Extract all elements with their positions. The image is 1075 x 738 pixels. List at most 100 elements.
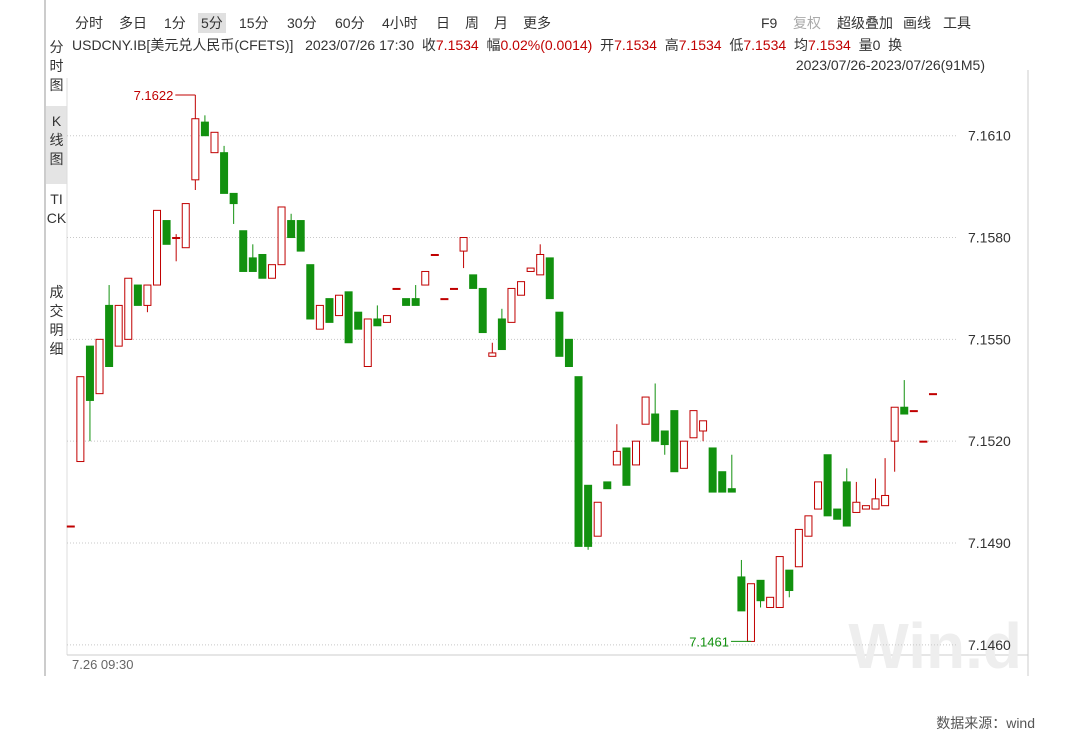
candle-body (95, 338, 104, 395)
value: 7.1534 (807, 37, 851, 53)
candle-body (928, 393, 937, 396)
label: 量 (858, 37, 873, 53)
toolbar-tool[interactable]: 工具 (943, 15, 971, 31)
toolbar-tab[interactable]: 15分 (239, 15, 269, 31)
candle-body (258, 253, 267, 279)
candle-body (200, 121, 209, 137)
candle-body (727, 488, 736, 493)
candle-body (306, 264, 315, 320)
candle-body (584, 484, 593, 547)
candle-body (105, 304, 114, 367)
candle-body (459, 237, 468, 252)
toolbar-tab[interactable]: 周 (465, 15, 479, 31)
candle-body (881, 494, 890, 507)
candle-body (603, 481, 612, 490)
candle-body (909, 410, 918, 413)
candle-body (478, 287, 487, 334)
label: 高 (664, 37, 679, 53)
candle-body (651, 413, 660, 442)
candle-body (210, 131, 219, 154)
toolbar-tab[interactable]: 更多 (523, 15, 551, 31)
value: 7.1534 (435, 37, 479, 53)
candle-body (402, 298, 411, 306)
candle-body (526, 267, 535, 272)
date-range: 2023/07/26-2023/07/26(91M5) (795, 57, 985, 73)
candle-body (814, 481, 823, 510)
y-tick-label: 7.1580 (968, 230, 1011, 246)
candle-body (335, 294, 344, 317)
candle-body (229, 192, 238, 205)
candle-body (172, 237, 181, 240)
candle-body (632, 440, 641, 466)
candle-body (153, 209, 162, 286)
candle-body (900, 406, 909, 415)
candle-body (689, 410, 698, 439)
candle-body (785, 569, 794, 592)
value: 7.1534 (678, 37, 722, 53)
info-line: USDCNY.IB[美元兑人民币(CFETS)] 2023/07/26 17:3… (72, 35, 902, 55)
candle-body (411, 298, 420, 306)
toolbar-tab[interactable]: 1分 (164, 15, 186, 31)
candle-body (392, 287, 401, 290)
candle-body (66, 525, 75, 528)
x-tick-label: 7.26 09:30 (72, 657, 133, 672)
candle-body (536, 253, 545, 276)
candle-body (612, 450, 621, 466)
candle-body (220, 152, 229, 194)
side-tab[interactable]: K线图 (46, 106, 67, 184)
label: 换 (888, 37, 903, 53)
y-tick-label: 7.1490 (968, 535, 1011, 551)
candle-body (737, 576, 746, 612)
candle-body (670, 410, 679, 473)
candle-body (430, 253, 439, 256)
candle-body (124, 277, 133, 340)
max-label: 7.1622 (134, 88, 174, 103)
candle-body (756, 579, 765, 602)
toolbar-tool[interactable]: 复权 (793, 15, 821, 31)
toolbar-tool[interactable]: 画线 (903, 15, 931, 31)
candle-body (919, 440, 928, 443)
candle-body (315, 304, 324, 330)
candle-body (555, 311, 564, 357)
side-tab[interactable]: 分时图 (49, 39, 64, 93)
candle-body (373, 318, 382, 327)
toolbar-tool[interactable]: 超级叠加 (837, 15, 893, 31)
toolbar-tab[interactable]: 60分 (335, 15, 365, 31)
label: 低 (729, 37, 744, 53)
candle-body (191, 118, 200, 181)
candle-body (871, 498, 880, 510)
candle-body (181, 203, 190, 249)
candle-body (344, 291, 353, 344)
candle-body (861, 505, 870, 510)
label: 开 (600, 37, 615, 53)
candle-body (842, 481, 851, 527)
candle-body (449, 287, 458, 290)
candle-body (363, 318, 372, 368)
toolbar-tab[interactable]: 多日 (119, 15, 147, 31)
candle-body (833, 508, 842, 520)
value: 7.1534 (743, 37, 787, 53)
candle-body (248, 257, 257, 272)
toolbar-tool[interactable]: F9 (761, 15, 778, 31)
candle-body (718, 471, 727, 493)
toolbar-tab[interactable]: 分时 (75, 15, 103, 31)
label: 均 (793, 37, 808, 53)
y-tick-label: 7.1460 (968, 637, 1011, 653)
toolbar-tab[interactable]: 5分 (198, 13, 226, 33)
candle-body (679, 440, 688, 469)
toolbar-tab[interactable]: 日 (436, 15, 450, 31)
candle-body (746, 583, 755, 642)
toolbar-tab[interactable]: 30分 (287, 15, 317, 31)
candle-body (794, 528, 803, 568)
candle-body (488, 352, 497, 357)
source: 数据来源：wind (936, 715, 1035, 731)
candle-body (823, 454, 832, 517)
side-tab[interactable]: TICK (46, 191, 67, 226)
candle-body (564, 338, 573, 367)
toolbar-tab[interactable]: 月 (494, 15, 508, 31)
candle-body (296, 220, 305, 252)
side-tab[interactable]: 成交明细 (49, 284, 64, 357)
y-tick-label: 7.1610 (968, 128, 1011, 144)
toolbar-tab[interactable]: 4小时 (382, 15, 418, 31)
